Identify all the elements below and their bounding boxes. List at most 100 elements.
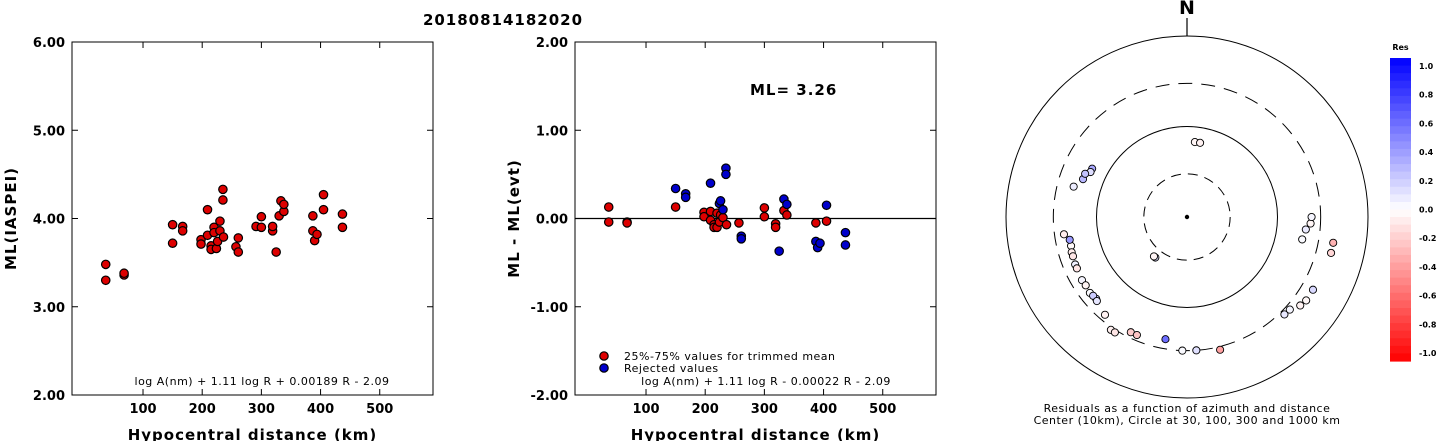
station-residual-point <box>1059 230 1069 239</box>
colorbar-tick-label: 0.0 <box>1419 206 1434 215</box>
colorbar-tick-label: -0.8 <box>1419 320 1437 329</box>
colorbar-segment <box>1390 58 1411 67</box>
station-residual-point <box>1327 248 1336 257</box>
colorbar-segment <box>1390 65 1411 74</box>
station-residual-point <box>1100 310 1110 319</box>
y-axis-label: ML - ML(evt) <box>505 159 523 277</box>
data-point <box>840 227 851 238</box>
x-tick-label: 500 <box>366 402 393 417</box>
colorbar-tick-label: 0.8 <box>1419 91 1434 100</box>
station-residual-point <box>1069 182 1078 191</box>
data-point <box>670 183 681 194</box>
figure-title: 20180814182020 <box>423 11 583 29</box>
data-point <box>782 199 792 210</box>
y-axis-label: ML(IASPEI) <box>2 167 20 270</box>
data-point <box>337 222 348 233</box>
ml-vs-distance-panel: 100 200 300 400 500 2.00 3.00 4.00 5.00 6.00 Hypoc… <box>2 36 434 444</box>
station-residual-point <box>1196 138 1205 147</box>
station-residual-point <box>1132 330 1141 340</box>
data-point <box>337 209 348 219</box>
x-tick-label: 400 <box>307 402 334 417</box>
colorbar-segment <box>1390 300 1411 309</box>
y-tick-label: 0.00 <box>536 213 568 228</box>
data-point <box>721 219 732 230</box>
y-tick-label: -1.00 <box>531 301 568 316</box>
data-point <box>603 202 614 212</box>
colorbar-segment <box>1390 133 1411 142</box>
station-residual-point <box>1329 238 1338 247</box>
station-residual-point <box>1301 225 1310 234</box>
data-point <box>196 239 206 249</box>
data-point <box>233 247 244 257</box>
ml-value-annotation: ML= 3.26 <box>750 81 837 99</box>
colorbar-segment <box>1390 80 1411 89</box>
data-point <box>721 169 731 180</box>
colorbar-segment <box>1390 111 1411 120</box>
data-point <box>603 217 614 227</box>
x-axis-label: Hypocentral distance (km) <box>128 426 378 441</box>
colorbar-segment <box>1390 292 1411 301</box>
colorbar-title: Res <box>1392 43 1409 52</box>
colorbar-segment <box>1390 171 1411 180</box>
colorbar-segment <box>1390 95 1411 105</box>
data-point <box>267 221 278 232</box>
station-residual-point <box>1081 281 1090 290</box>
colorbar-tick-label: -1.0 <box>1419 349 1437 358</box>
residual-vs-distance-panel: 100 200 300 400 500 -2.00 -1.00 0.00 1.00 2.00 Hyp… <box>505 36 937 444</box>
data-point <box>782 210 792 220</box>
x-tick-label: 100 <box>129 402 156 417</box>
station-residual-point <box>1216 345 1225 354</box>
colorbar-segment <box>1390 239 1411 248</box>
colorbar-segment <box>1390 232 1411 241</box>
colorbar-tick-label: 0.4 <box>1419 148 1434 157</box>
data-point <box>670 202 681 212</box>
station-residual-point <box>1285 305 1294 314</box>
colorbar-segment <box>1390 285 1411 294</box>
station-residual-point <box>1302 296 1311 305</box>
colorbar-segment <box>1390 186 1411 195</box>
data-point <box>218 232 229 242</box>
data-point <box>715 196 726 206</box>
colorbar-segment <box>1390 141 1411 150</box>
station-residual-point <box>1307 212 1316 222</box>
map-caption-line2: Center (10km), Circle at 30, 100, 300 an… <box>1034 414 1341 427</box>
data-point <box>759 211 770 222</box>
x-tick-label: 300 <box>248 402 275 417</box>
magnitude-formula: log A(nm) + 1.11 log R - 0.00022 R - 2.0… <box>641 375 891 388</box>
data-point <box>736 233 747 244</box>
station-residual-point <box>1161 335 1170 344</box>
x-tick-label: 400 <box>810 402 837 417</box>
station-residual-point <box>1149 252 1158 261</box>
station-residual-point <box>1068 252 1078 261</box>
data-point <box>119 268 129 279</box>
colorbar-segment <box>1390 164 1411 173</box>
x-tick-label: 500 <box>869 402 896 417</box>
legend-marker <box>599 363 609 373</box>
colorbar-segment <box>1390 148 1411 158</box>
data-point <box>770 222 781 233</box>
data-point <box>100 275 111 286</box>
residual-colorbar: Res 1.0 0.8 0.6 0.4 0.2 0.0 -0.2 -0.4 -0.6 -0.8 -1.… <box>1390 43 1437 362</box>
circle-300km <box>1052 82 1322 352</box>
colorbar-segment <box>1390 330 1411 339</box>
colorbar-segment <box>1390 126 1411 135</box>
legend-label: 25%-75% values for trimmed mean <box>624 350 836 363</box>
data-point <box>705 178 716 188</box>
data-point <box>218 184 228 195</box>
colorbar-segment <box>1390 247 1411 256</box>
legend-marker <box>599 351 609 361</box>
colorbar-segment <box>1390 224 1411 233</box>
station-residual-point <box>1065 235 1074 244</box>
station-residual-point <box>1298 235 1307 244</box>
data-point <box>218 195 228 205</box>
colorbar-segment <box>1390 254 1411 264</box>
data-point <box>821 200 832 211</box>
colorbar-segment <box>1390 277 1411 286</box>
colorbar-segment <box>1390 262 1411 271</box>
data-point <box>318 189 329 200</box>
colorbar-segment <box>1390 345 1411 355</box>
station-residual-point <box>1296 301 1305 310</box>
y-tick-label: 2.00 <box>33 389 65 404</box>
plot-frame <box>71 41 434 396</box>
y-tick-label: 5.00 <box>33 124 65 139</box>
